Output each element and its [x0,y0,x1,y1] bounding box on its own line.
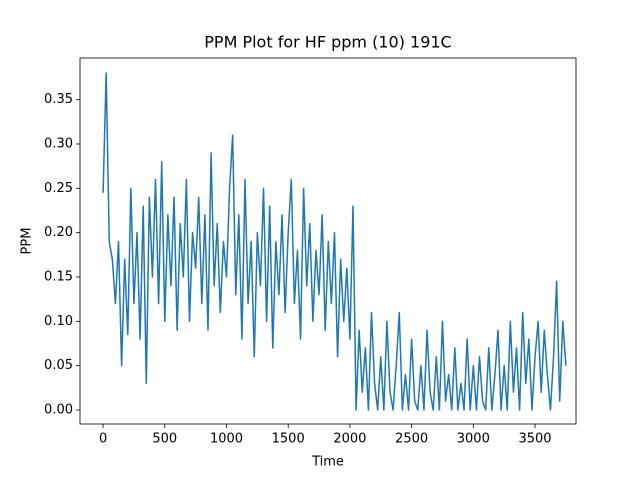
x-tick-label: 3500 [518,432,551,447]
x-tick-label: 3000 [457,432,490,447]
x-tick-label: 500 [152,432,177,447]
x-tick-label: 2000 [333,432,366,447]
y-tick-label: 0.00 [44,402,73,417]
y-tick-label: 0.25 [44,181,73,196]
x-tick-label: 0 [99,432,107,447]
plot-frame [79,57,577,425]
y-tick-label: 0.15 [44,269,73,284]
y-tick-label: 0.10 [44,314,73,329]
x-tick-label: 1000 [210,432,243,447]
y-tick-label: 0.05 [44,358,73,373]
y-axis-label: PPM [20,228,35,255]
data-line [102,72,567,411]
x-tick-label: 1500 [272,432,305,447]
y-tick-label: 0.30 [44,137,73,152]
y-tick-label: 0.35 [44,92,73,107]
x-axis-label: Time [311,455,344,470]
x-tick-label: 2500 [395,432,428,447]
y-tick-label: 0.20 [44,225,73,240]
chart-title: PPM Plot for HF ppm (10) 191C [204,33,451,52]
